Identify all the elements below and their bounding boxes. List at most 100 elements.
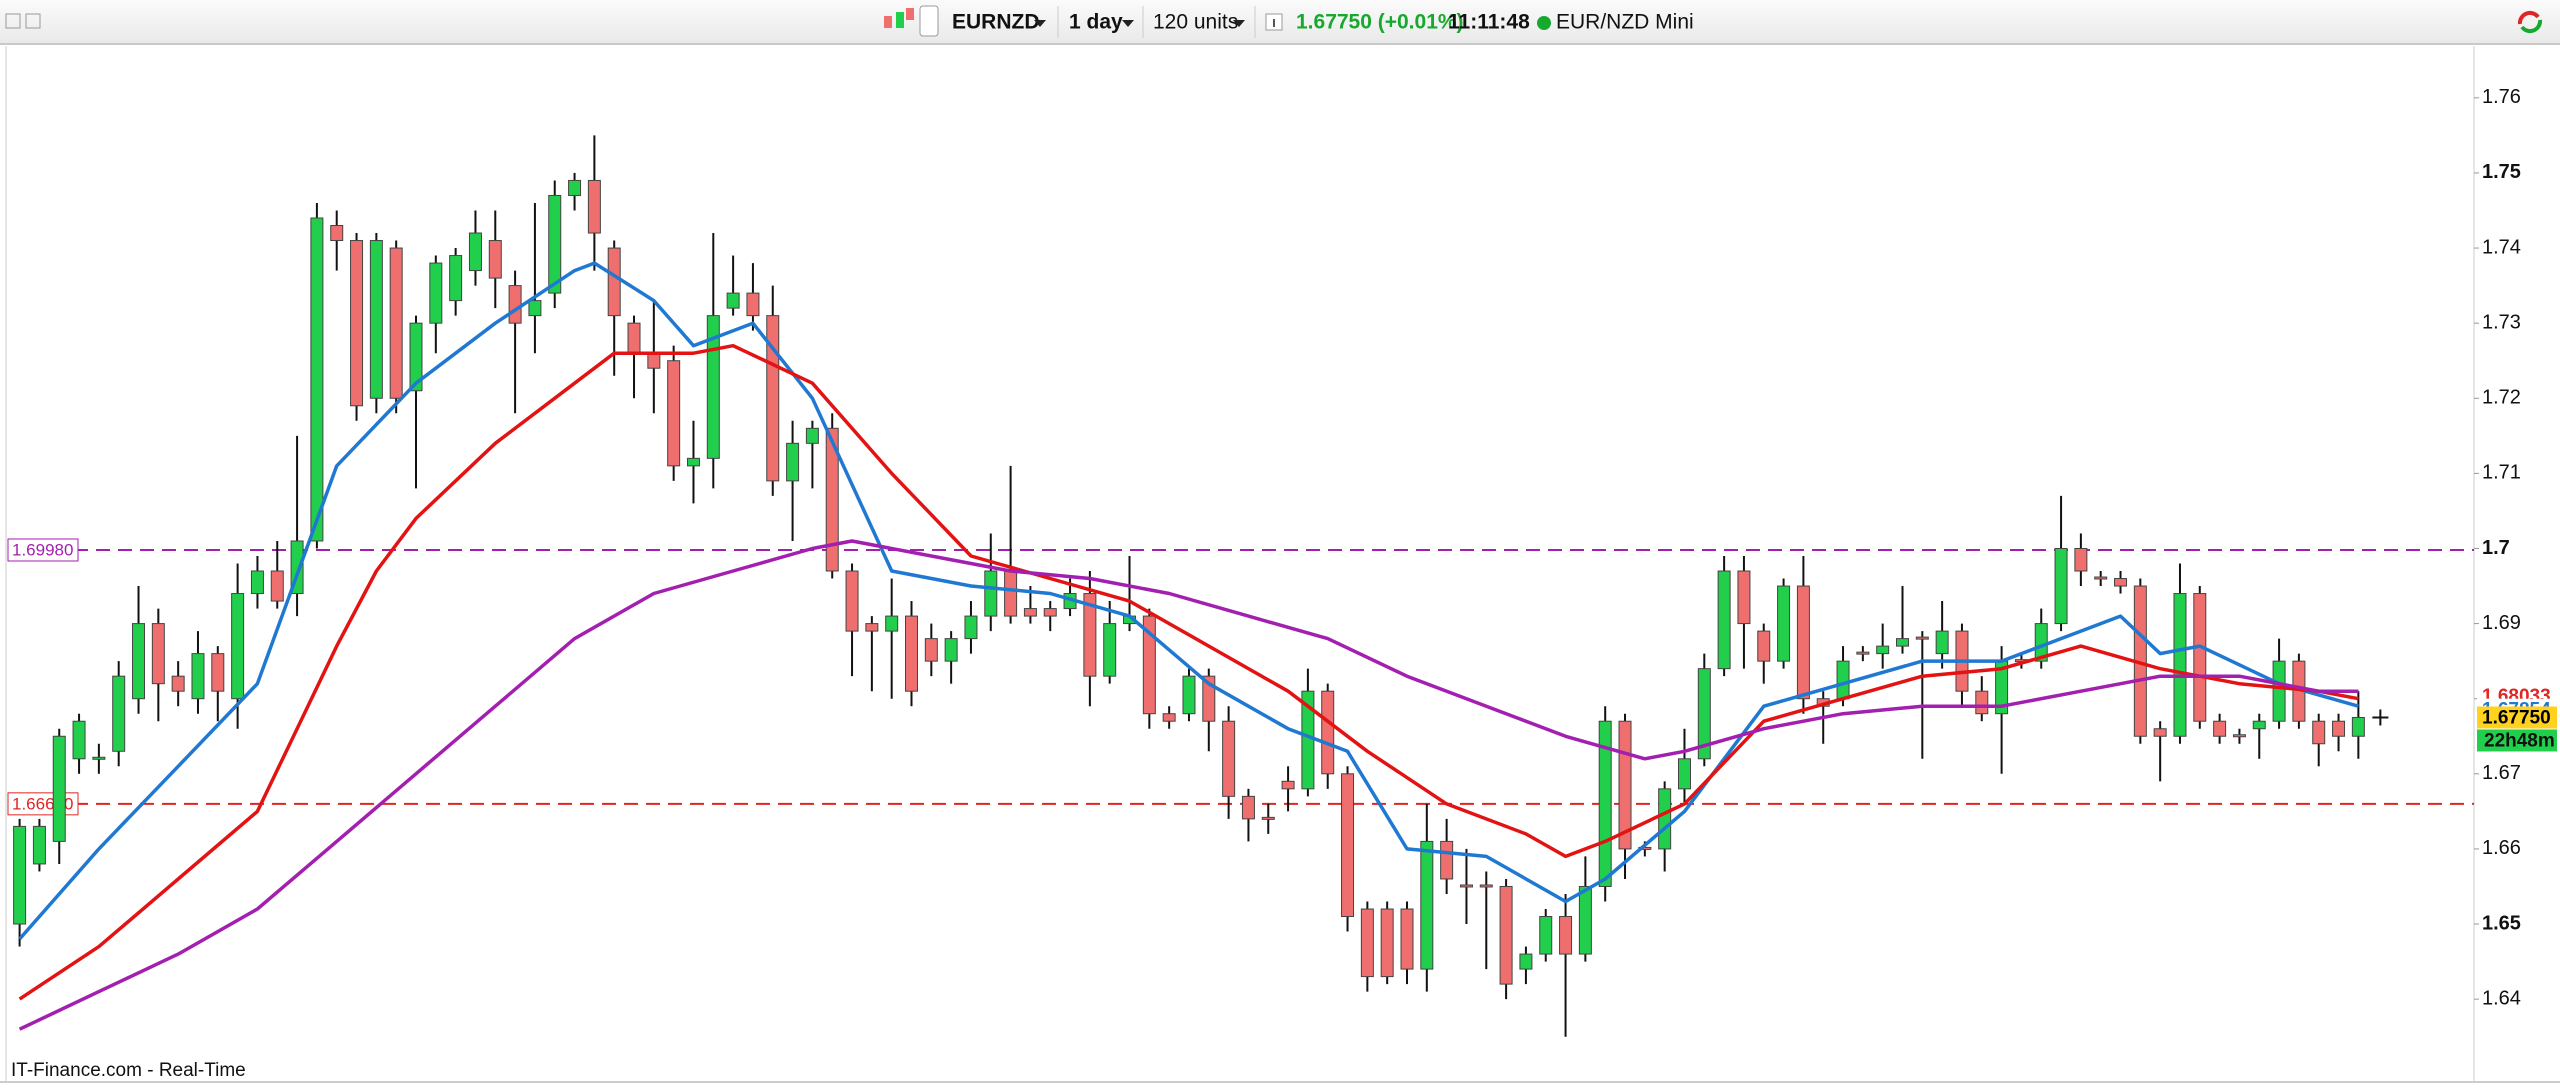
candle-body [1757,630,1771,662]
candle-body [72,720,86,760]
candle-body [548,194,562,294]
candle-body [865,623,879,632]
candle-body [13,825,27,925]
candle-body [409,322,423,392]
candle-body [1420,840,1434,970]
candle-body [1083,593,1097,677]
candle-body [587,179,601,234]
candle-body [1459,884,1473,888]
candle-body [1241,795,1255,820]
dropdown-arrow[interactable] [1034,20,1046,27]
y-tick-label: 1.72 [2482,387,2521,409]
candle-body [2272,660,2286,722]
candle-body [984,570,998,617]
candle-body [1836,660,1850,700]
candle-body [786,442,800,482]
candle-body [1440,840,1454,880]
candle-body [1876,645,1890,655]
candle-body [330,225,344,242]
candle-body [151,623,165,685]
candle-body [369,240,383,399]
y-tick-label: 1.67 [2482,762,2521,784]
candle-body [2232,734,2246,738]
candle-body [1896,638,1909,647]
candle-body [568,179,582,196]
candle-body [2351,716,2365,737]
y-tick-label: 1.71 [2482,462,2521,484]
symbol[interactable]: EURNZD [952,11,1040,34]
candle-body [1479,884,1493,888]
candle-body [191,653,205,700]
candle-body [1658,788,1672,850]
candle-body [112,675,126,752]
footer: IT-Finance.com - Real-Time [11,1060,246,1081]
candle-body [1004,570,1018,617]
candle-body [1519,953,1533,970]
y-tick-label: 1.7 [2482,537,2510,559]
candle-body [2312,720,2326,745]
candle-body [508,285,522,324]
candle-body [2114,578,2128,587]
candle-body [310,217,324,542]
refresh-icon[interactable] [2517,10,2543,34]
candle-body [1539,916,1553,955]
candle-body [449,255,463,302]
countdown: 22h48m [2484,730,2555,751]
candle-body [1182,675,1196,715]
countdown-box [2477,729,2557,752]
candle-body [1499,885,1513,985]
level-label: 1.69980 [12,540,73,559]
candle-body [2173,593,2187,737]
dropdown-arrow[interactable] [1233,20,1245,27]
candle-body [389,247,403,399]
candle-body [92,756,106,760]
candle-body [52,735,66,842]
candle-body [845,570,859,632]
candle-body [1777,585,1791,662]
candle-body [667,360,681,467]
toolbar-icon[interactable] [5,13,21,29]
candle-body [1935,630,1949,655]
price-marker-label: 1.67750 [2482,707,2551,728]
chart-type-icon[interactable] [884,8,914,28]
candle-body [885,615,899,632]
candle-body [429,262,443,324]
indicator-icon[interactable] [919,5,939,37]
candle-body [964,615,978,640]
y-tick-label: 1.73 [2482,311,2521,333]
candle-body [488,240,502,279]
candle-body [746,292,760,317]
candle-body [1023,608,1037,617]
candle-body [1915,636,1929,640]
candle-body [686,457,700,467]
candle-body [468,232,482,272]
candle-body [805,427,819,444]
candle-body [1321,690,1335,775]
toolbar-icon[interactable] [25,13,41,29]
candle-body [647,352,661,369]
candle-body [1697,668,1711,760]
candle-body [270,570,284,602]
y-tick-label: 1.64 [2482,987,2521,1009]
period[interactable]: 1 day [1069,11,1123,34]
candle-body [528,300,542,317]
moving-average [18,343,2359,1001]
candle-body [1975,690,1989,715]
candle-body [1043,608,1057,617]
candle-body [2153,728,2167,737]
y-tick-label: 1.75 [2482,161,2521,183]
candle-body [607,247,621,317]
candle-body [1400,908,1414,970]
candle-body [1677,758,1691,790]
level-label-box [7,538,79,562]
candle-body [1737,570,1751,625]
candle-body [1142,615,1156,715]
y-tick-label: 1.66 [2482,837,2521,859]
candle-body [1598,720,1612,887]
y-tick-label: 1.65 [2482,912,2521,934]
dropdown-arrow[interactable] [1122,20,1134,27]
candle-body [211,653,225,692]
units[interactable]: 120 units [1153,11,1238,34]
